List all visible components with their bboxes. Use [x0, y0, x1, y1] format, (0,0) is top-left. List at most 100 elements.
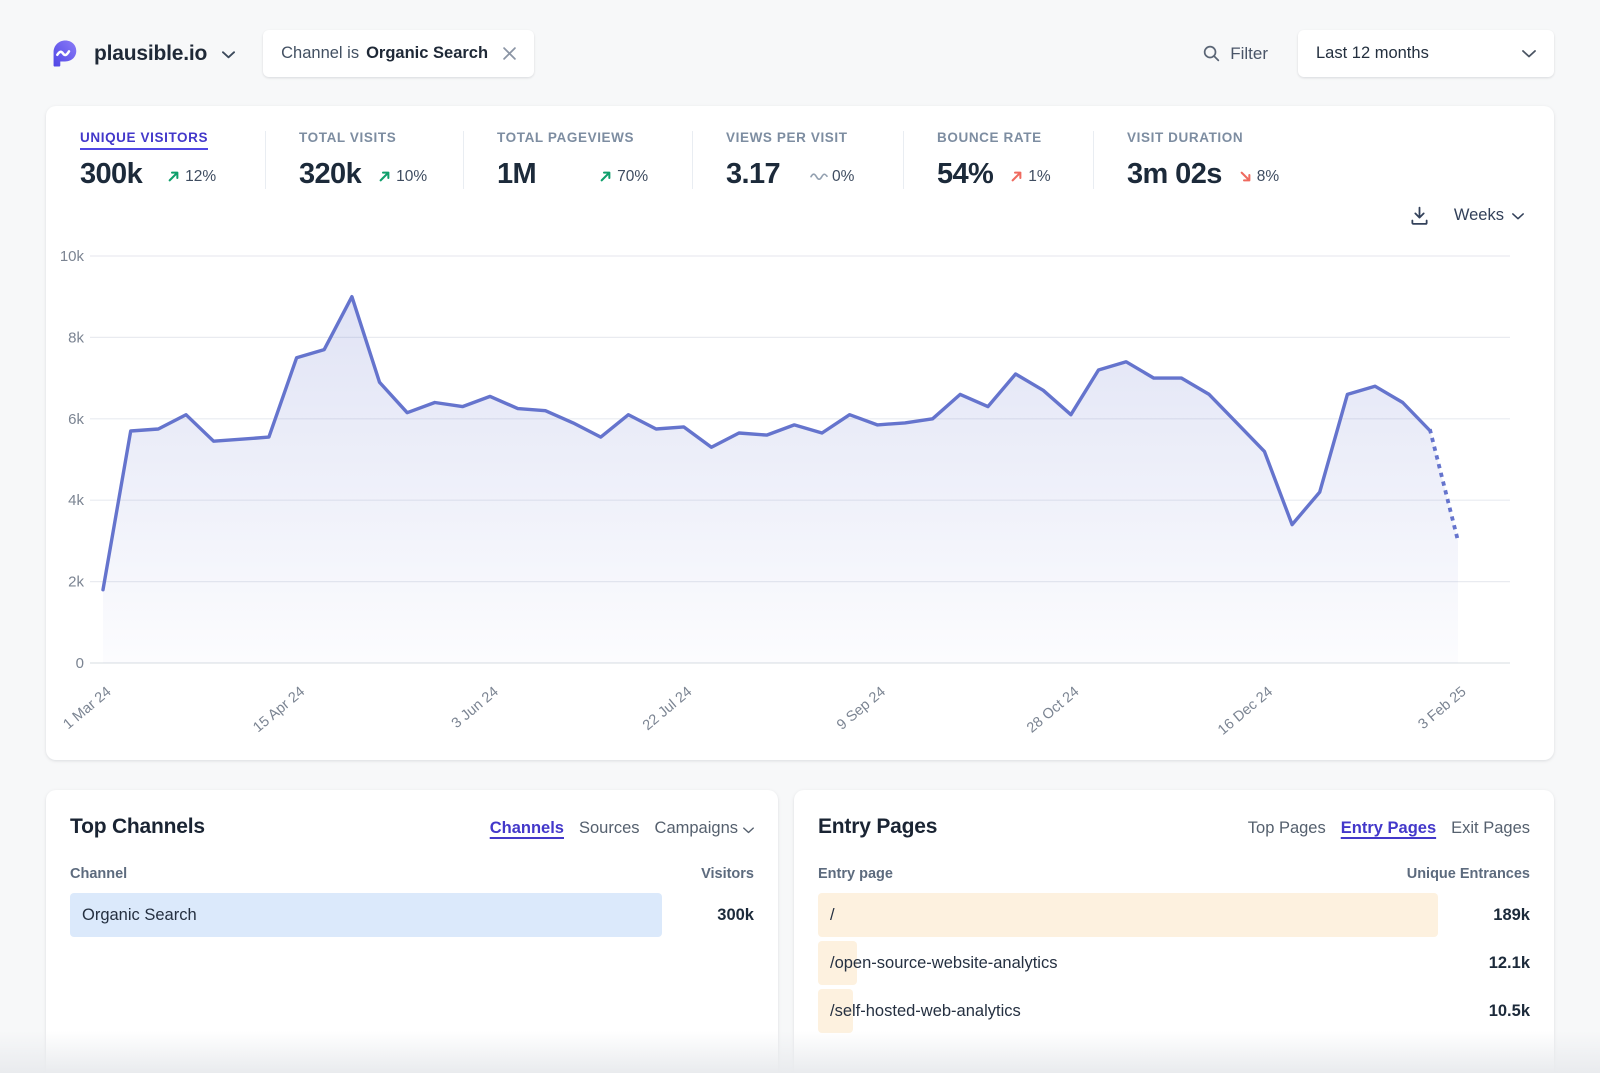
column-header-value: Unique Entrances	[1406, 866, 1530, 882]
row-value: 300k	[717, 905, 754, 924]
top-nav: plausible.io Channel is Organic Search F…	[0, 0, 1600, 77]
visitors-overview-card: UNIQUE VISITORS 300k 12% TOTAL VISITS 32…	[46, 106, 1554, 760]
stat-total-pageviews[interactable]: TOTAL PAGEVIEWS 1M 70%	[463, 129, 692, 191]
row-bar	[818, 989, 854, 1033]
tab-top-pages[interactable]: Top Pages	[1247, 819, 1326, 837]
stat-change: 1%	[1009, 167, 1051, 186]
entry-pages-panel: Entry Pages Top Pages Entry Pages Exit P…	[794, 790, 1554, 1073]
interval-select[interactable]: Weeks	[1454, 206, 1524, 225]
pages-tabs: Top Pages Entry Pages Exit Pages	[1248, 819, 1530, 838]
tab-channels[interactable]: Channels	[489, 819, 564, 837]
x-axis-tick: 3 Feb 25	[1415, 684, 1469, 733]
chart-line-dashed	[1427, 428, 1461, 544]
date-range-select[interactable]: Last 12 months	[1298, 30, 1554, 77]
visitors-chart[interactable]: 0 2k 4k 6k 8k 10k 1 Mar 24 15 Apr 24 3 Jun 24 22 …	[60, 244, 1540, 756]
svg-text:16 Dec 24: 16 Dec 24	[1215, 684, 1276, 739]
close-icon[interactable]	[503, 47, 516, 60]
stat-visit-duration[interactable]: VISIT DURATION 3m 02s 8%	[1093, 129, 1279, 191]
filter-chip-prefix: Channel is	[281, 44, 360, 62]
search-icon	[1202, 44, 1221, 63]
stat-change: 12%	[166, 168, 216, 186]
stat-value: 54%	[937, 158, 994, 190]
column-header-value: Visitors	[701, 866, 754, 882]
chart-line	[101, 295, 1432, 592]
trend-flat-icon	[810, 172, 828, 181]
stat-views-per-visit[interactable]: VIEWS PER VISIT 3.17 0%	[692, 129, 903, 191]
row-bar	[70, 893, 662, 937]
download-icon[interactable]	[1409, 205, 1430, 226]
svg-text:22 Jul 24: 22 Jul 24	[640, 684, 695, 734]
svg-text:28 Oct 24: 28 Oct 24	[1024, 684, 1082, 737]
chevron-down-icon	[222, 46, 236, 64]
trend-up-icon	[166, 169, 181, 184]
chevron-down-icon	[743, 820, 754, 839]
tab-sources[interactable]: Sources	[579, 819, 640, 837]
table-row[interactable]: /open-source-website-analytics 12.1k	[818, 941, 1530, 985]
stat-change: 8%	[1238, 168, 1279, 186]
row-name[interactable]: /open-source-website-analytics	[830, 953, 1058, 972]
filter-chip-value: Organic Search	[366, 44, 489, 62]
stat-change-value: 10%	[396, 167, 428, 185]
tab-entry-pages[interactable]: Entry Pages	[1340, 819, 1437, 837]
stat-change-value: 1%	[1028, 167, 1051, 185]
y-axis-tick: 0	[76, 655, 84, 672]
stat-value: 1M	[497, 158, 537, 190]
stat-value: 3.17	[726, 158, 781, 190]
stat-label: TOTAL VISITS	[299, 130, 397, 145]
stat-value: 3m 02s	[1127, 158, 1222, 190]
stat-total-visits[interactable]: TOTAL VISITS 320k 10%	[265, 129, 463, 191]
table-row[interactable]: / 189k	[818, 893, 1530, 937]
stat-label: VISIT DURATION	[1127, 130, 1244, 145]
column-headers: Entry page Unique Entrances	[818, 866, 1530, 882]
chart-toolbar: Weeks	[1409, 205, 1524, 226]
stat-label: TOTAL PAGEVIEWS	[497, 130, 635, 145]
stat-change: 10%	[377, 168, 427, 186]
filter-button[interactable]: Filter	[1202, 44, 1268, 64]
x-axis-tick: 1 Mar 24	[60, 684, 114, 733]
svg-text:1 Mar 24: 1 Mar 24	[60, 684, 114, 733]
stat-change: 70%	[598, 168, 648, 186]
tab-campaigns[interactable]: Campaigns	[655, 818, 754, 839]
trend-up-icon	[1009, 169, 1024, 184]
stat-change-value: 70%	[617, 167, 649, 185]
interval-label: Weeks	[1453, 206, 1504, 224]
row-name[interactable]: /	[830, 905, 835, 924]
stat-change-value: 12%	[185, 167, 217, 185]
row-value: 10.5k	[1488, 1001, 1530, 1020]
date-range-value: Last 12 months	[1316, 44, 1429, 62]
row-name[interactable]: Organic Search	[82, 905, 197, 924]
chevron-down-icon	[1512, 206, 1524, 225]
y-axis-tick: 6k	[68, 411, 84, 428]
table-row[interactable]: /self-hosted-web-analytics 10.5k	[818, 989, 1530, 1033]
y-axis-tick: 10k	[60, 248, 85, 265]
row-name[interactable]: /self-hosted-web-analytics	[830, 1001, 1021, 1020]
column-header-key: Entry page	[818, 866, 893, 882]
site-name: plausible.io	[94, 41, 208, 65]
channels-tabs: Channels Sources Campaigns	[490, 818, 754, 839]
x-axis-tick: 22 Jul 24	[640, 684, 695, 734]
svg-text:15 Apr 24: 15 Apr 24	[250, 684, 308, 736]
trend-down-icon	[1238, 169, 1253, 184]
site-switcher[interactable]: plausible.io	[46, 35, 236, 72]
tab-exit-pages[interactable]: Exit Pages	[1451, 819, 1530, 837]
x-axis-tick: 15 Apr 24	[250, 684, 308, 736]
stat-label: VIEWS PER VISIT	[726, 130, 848, 145]
stat-value: 320k	[299, 158, 362, 190]
row-value: 12.1k	[1488, 953, 1530, 972]
y-axis-tick: 2k	[68, 574, 84, 591]
x-axis-tick: 9 Sep 24	[834, 684, 889, 734]
table-row[interactable]: Organic Search 300k	[70, 893, 754, 937]
stat-bounce-rate[interactable]: BOUNCE RATE 54% 1%	[903, 129, 1093, 191]
stat-value: 300k	[80, 158, 143, 190]
chevron-down-icon	[1522, 44, 1536, 63]
filter-chip-channel[interactable]: Channel is Organic Search	[263, 30, 535, 77]
trend-up-icon	[598, 169, 613, 184]
stats-row: UNIQUE VISITORS 300k 12% TOTAL VISITS 32…	[46, 106, 1554, 191]
column-headers: Channel Visitors	[70, 866, 754, 882]
column-header-key: Channel	[70, 866, 128, 882]
stat-unique-visitors[interactable]: UNIQUE VISITORS 300k 12%	[46, 129, 265, 191]
row-value: 189k	[1493, 905, 1530, 924]
panel-title: Entry Pages	[818, 815, 938, 838]
tab-label: Campaigns	[654, 819, 738, 837]
stat-change-value: 0%	[832, 167, 855, 185]
